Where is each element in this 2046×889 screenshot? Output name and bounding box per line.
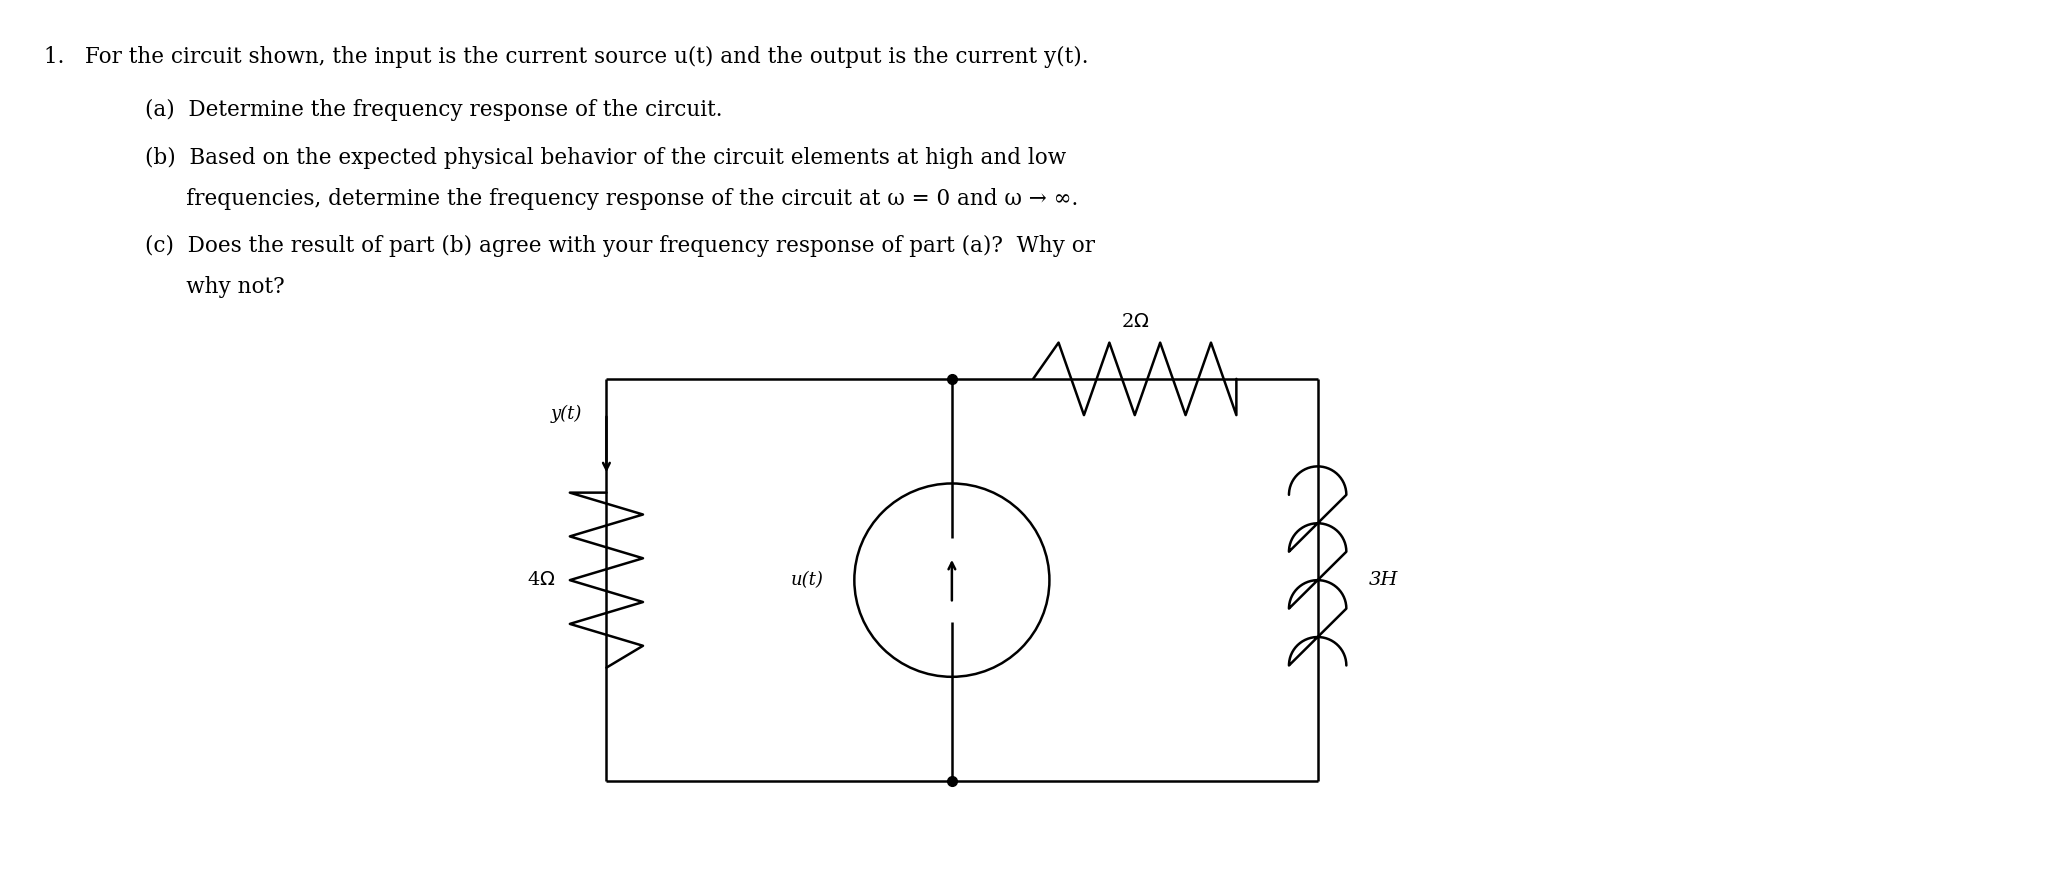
- Text: why not?: why not?: [145, 276, 284, 298]
- Text: 2$\Omega$: 2$\Omega$: [1121, 313, 1150, 331]
- Text: frequencies, determine the frequency response of the circuit at ω = 0 and ω → ∞.: frequencies, determine the frequency res…: [145, 188, 1078, 210]
- Text: (a)  Determine the frequency response of the circuit.: (a) Determine the frequency response of …: [145, 99, 722, 121]
- Text: u(t): u(t): [792, 571, 825, 589]
- Text: (b)  Based on the expected physical behavior of the circuit elements at high and: (b) Based on the expected physical behav…: [145, 147, 1066, 169]
- Text: 3H: 3H: [1369, 571, 1397, 589]
- Text: y(t): y(t): [550, 405, 581, 423]
- Text: (c)  Does the result of part (b) agree with your frequency response of part (a)?: (c) Does the result of part (b) agree wi…: [145, 235, 1095, 257]
- Text: 4$\Omega$: 4$\Omega$: [528, 571, 557, 589]
- Text: 1.   For the circuit shown, the input is the current source u(t) and the output : 1. For the circuit shown, the input is t…: [43, 46, 1088, 68]
